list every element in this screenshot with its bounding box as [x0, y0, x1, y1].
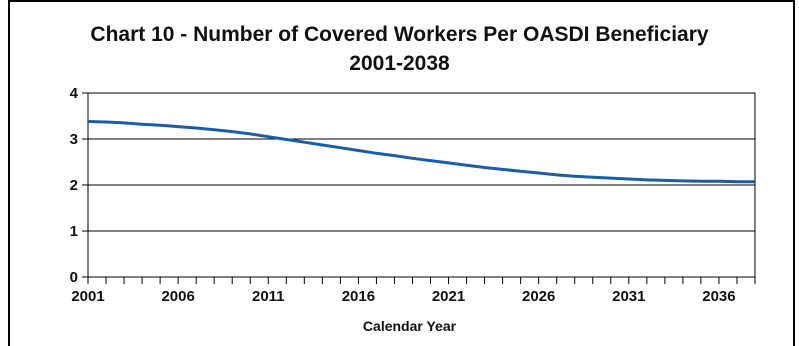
- y-tick-label: 3: [70, 131, 78, 148]
- x-tick-label: 2011: [252, 288, 285, 305]
- y-tick-label: 1: [70, 223, 78, 240]
- x-axis-ticks: 2001 2006 2011 2016 2021 2026 2031 2036: [71, 277, 756, 305]
- plot-area: [87, 92, 756, 278]
- x-axis-label: Calendar Year: [362, 318, 457, 334]
- x-tick-label: 2031: [612, 288, 645, 305]
- chart-frame: [8, 0, 795, 346]
- x-tick-label: 2026: [522, 288, 555, 305]
- x-tick-label: 2001: [71, 288, 104, 305]
- x-tick-label: 2021: [432, 288, 465, 305]
- y-tick-label: 4: [70, 85, 79, 102]
- series-line: [87, 120, 755, 184]
- y-axis-ticks: 0 1 2 3 4: [70, 85, 88, 286]
- x-tick-label: 2006: [161, 288, 194, 305]
- gridlines: [88, 138, 755, 232]
- chart-subtitle: 2001-2038: [349, 52, 450, 75]
- x-tick-label: 2036: [702, 288, 735, 305]
- y-tick-label: 0: [70, 269, 78, 286]
- x-tick-label: 2016: [342, 288, 375, 305]
- chart-title: Chart 10 - Number of Covered Workers Per…: [90, 23, 709, 46]
- y-tick-label: 2: [70, 177, 78, 194]
